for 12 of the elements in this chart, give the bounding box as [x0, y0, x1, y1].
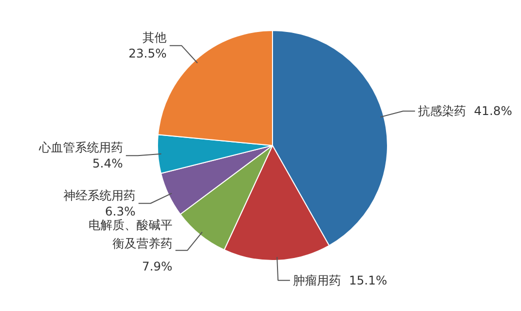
slice-label: 电解质、酸碱平衡及营养药 [88, 218, 172, 251]
slice-label: 神经系统用药 [64, 188, 136, 202]
slice-label: 心血管系统用药 [38, 140, 123, 155]
slice-label: 抗感染药 [418, 104, 466, 118]
data-label: 5.4% [92, 156, 123, 171]
data-label: 15.1% [349, 273, 388, 288]
slice-label: 其他 [142, 30, 167, 45]
data-label: 7.9% [142, 259, 172, 274]
data-label: 6.3% [105, 204, 136, 218]
data-label: 41.8% [474, 104, 512, 118]
data-label: 23.5% [128, 46, 167, 61]
slice-label: 肿瘤用药 [293, 273, 342, 288]
